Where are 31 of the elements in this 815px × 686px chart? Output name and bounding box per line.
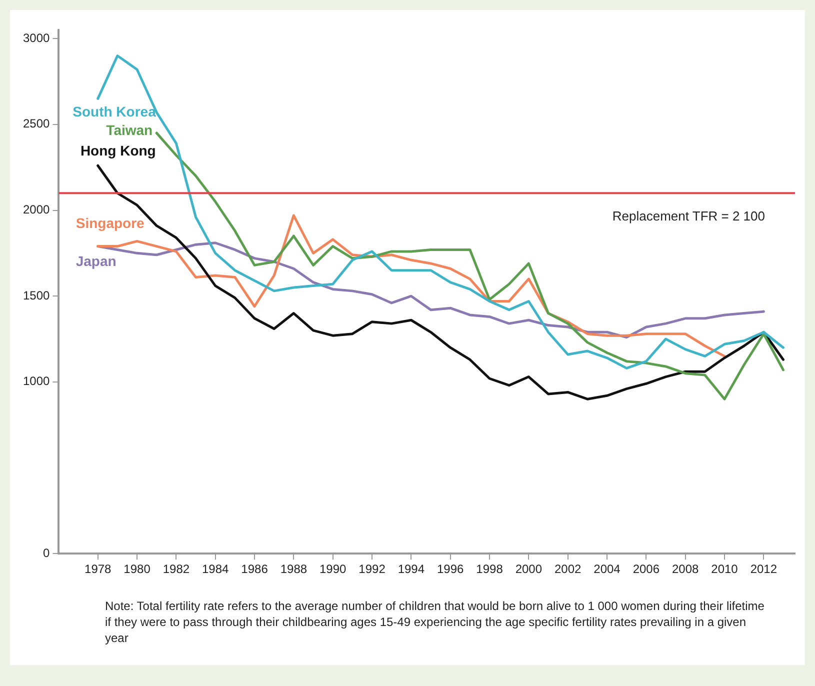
x-tick-label: 2002 [554, 562, 582, 576]
y-tick-label: 0 [43, 546, 50, 560]
x-tick-label: 2000 [515, 562, 542, 576]
series-label: Taiwan [106, 122, 153, 138]
series-label: Singapore [76, 215, 145, 232]
y-tick-label: 1000 [22, 374, 50, 388]
series-label: South Korea [72, 104, 156, 120]
x-tick-label: 1992 [358, 562, 386, 576]
x-tick-label: 2004 [594, 562, 621, 576]
x-tick-label: 1998 [476, 562, 504, 576]
y-tick-label: 2500 [22, 116, 50, 131]
ref-line-label: Replacement TFR = 2 100 [612, 208, 765, 224]
x-tick-label: 2008 [672, 562, 700, 576]
x-tick-label: 1986 [241, 562, 268, 576]
x-tick-label: 1990 [320, 562, 347, 576]
y-tick-label: 2000 [22, 202, 50, 217]
y-tick-label: 1500 [22, 288, 50, 302]
x-tick-label: 1978 [84, 562, 112, 576]
x-tick-label: 1994 [398, 562, 425, 576]
text: Note: Total fertility rate refers to the average number of children that would be born alive to 1 000 women during their lifetime if they were to pass through their childbearing ages 15-49 experiencing the age specific fertility rates prevailing in a given year [105, 598, 765, 646]
y-tick-label: 3000 [22, 30, 50, 45]
x-tick-label: 2010 [711, 562, 738, 576]
x-tick-label: 1988 [280, 562, 308, 576]
x-tick-label: 2012 [750, 562, 778, 576]
x-tick-label: 1984 [202, 562, 230, 576]
x-tick-label: 2006 [632, 562, 660, 576]
x-tick-label: 1980 [124, 562, 151, 576]
x-tick-label: 1982 [162, 562, 190, 576]
x-tick-label: 1996 [436, 562, 464, 576]
series-label: Japan [76, 253, 116, 270]
series-label: Hong Kong [80, 142, 156, 158]
